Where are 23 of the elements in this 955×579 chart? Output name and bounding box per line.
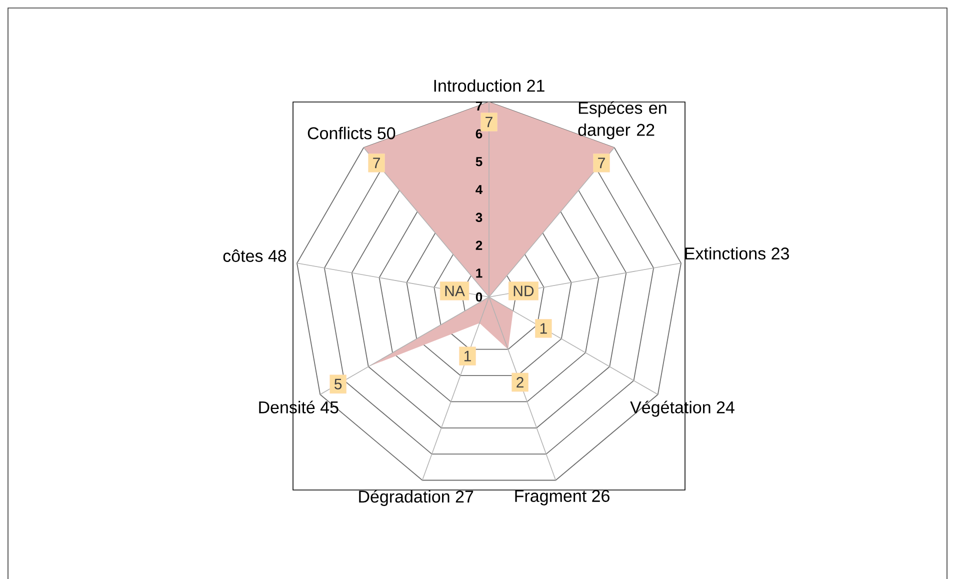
data-label: 2 — [516, 377, 524, 388]
data-label: 7 — [598, 158, 605, 168]
y-tick-label: 0 — [476, 292, 482, 302]
y-tick-label: 2 — [476, 240, 482, 250]
data-label: 1 — [464, 350, 471, 362]
spoke-label: côtes 48 — [223, 249, 286, 262]
y-tick-label: 6 — [476, 129, 482, 138]
y-tick-label: 1 — [476, 268, 482, 278]
y-tick-label: 5 — [476, 157, 482, 166]
y-tick-label: 3 — [476, 212, 482, 222]
data-label: 7 — [486, 116, 492, 128]
spoke-label: Dégradation 27 — [359, 490, 474, 506]
data-label: ND — [514, 286, 534, 296]
spoke-label: Fragment 26 — [515, 490, 610, 506]
data-label: 5 — [334, 378, 342, 390]
spoke-label: Espéces en danger 22 — [578, 101, 666, 140]
data-label: 1 — [540, 323, 547, 334]
data-label: 7 — [373, 158, 380, 168]
spoke-label: Introduction 21 — [434, 79, 544, 92]
spoke-label: Conflicts 50 — [308, 126, 396, 140]
data-label: NA — [445, 286, 465, 296]
y-tick-label: 7 — [476, 102, 482, 110]
y-tick-label: 4 — [476, 185, 483, 194]
